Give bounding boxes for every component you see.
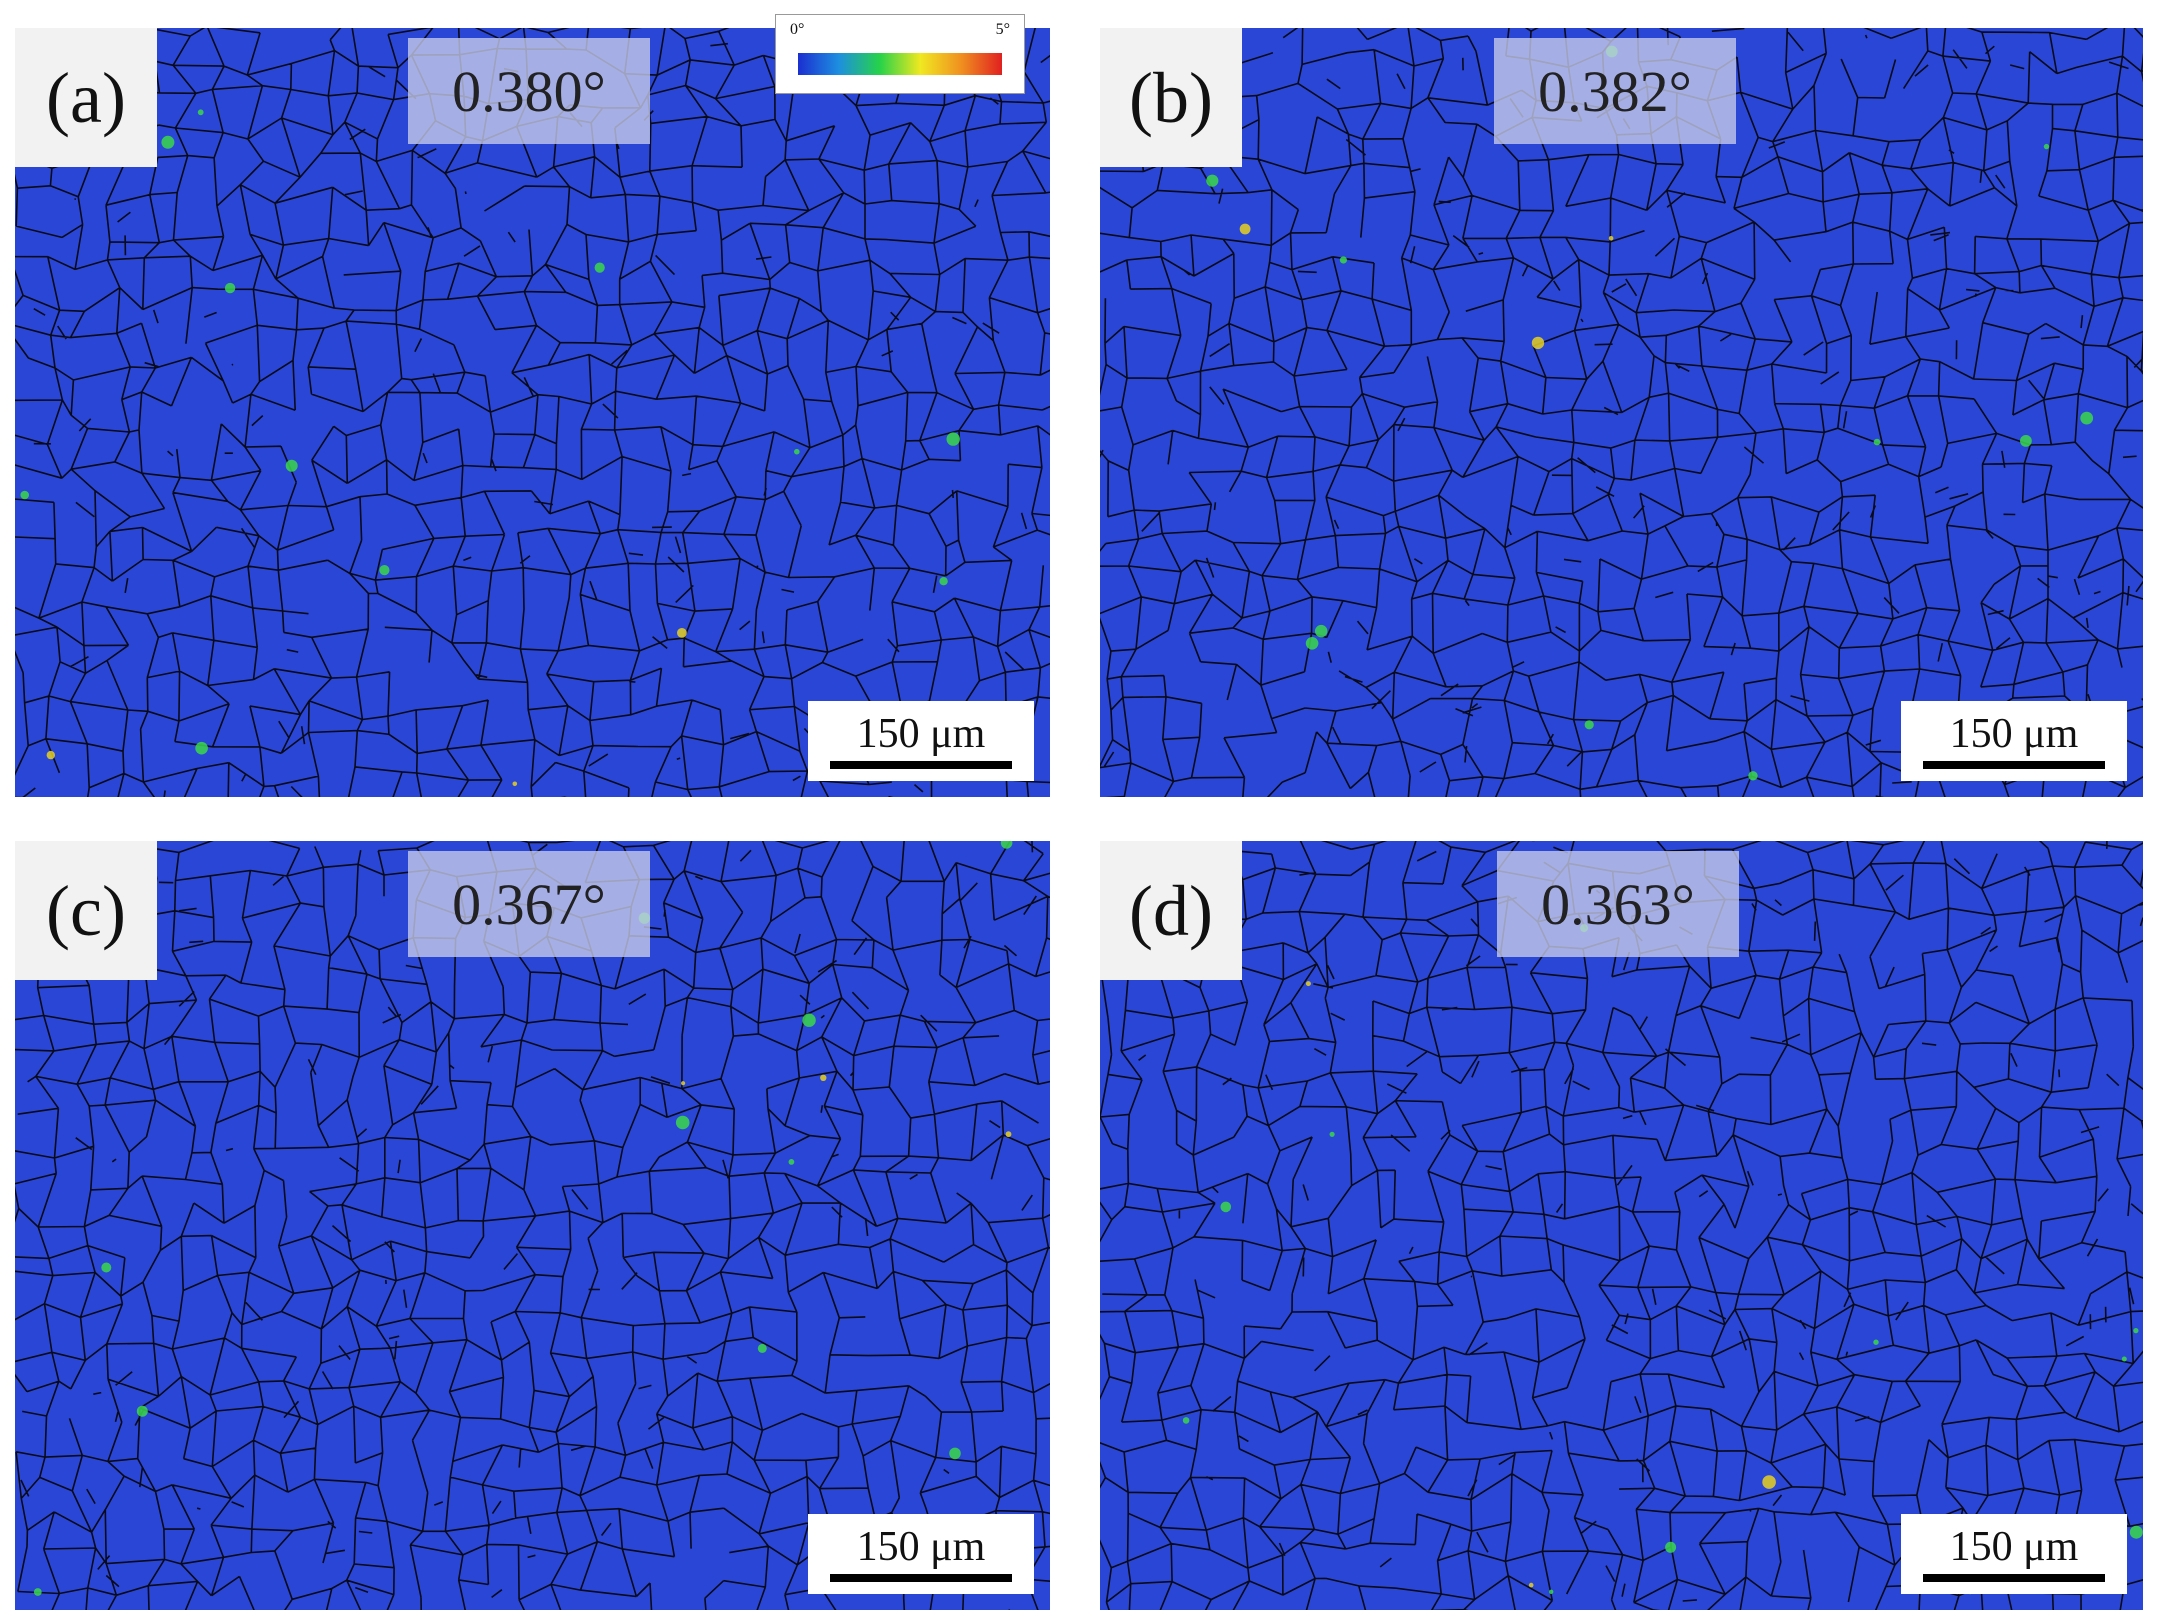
panel-d: (d) 0.363° 150 μm [1100,841,2143,1610]
grain-map-a [15,28,1050,797]
grain-map-c [15,841,1050,1610]
legend-max-label: 5° [995,21,1010,38]
angle-box: 0.380° [408,38,650,144]
panel-label: (a) [46,57,126,138]
panel-label-box: (a) [15,28,157,167]
panel-label-box: (d) [1100,841,1242,980]
angle-box: 0.367° [408,851,650,957]
panel-label-box: (b) [1100,28,1242,167]
scale-bar [1923,1574,2105,1582]
average-angle: 0.363° [1541,871,1695,937]
legend-min-label: 0° [790,21,805,38]
average-angle: 0.382° [1538,58,1692,124]
panel-label: (d) [1129,870,1213,951]
scale-bar-box: 150 μm [808,701,1034,781]
grain-map-d [1100,841,2143,1610]
scale-bar-box: 150 μm [1901,701,2127,781]
legend-color-ramp [798,53,1002,75]
scale-bar-label: 150 μm [856,711,986,757]
color-legend: 0° 5° [775,14,1025,94]
panel-b: (b) 0.382° 150 μm [1100,28,2143,797]
panel-label: (b) [1129,57,1213,138]
angle-box: 0.363° [1497,851,1739,957]
panel-label-box: (c) [15,841,157,980]
scale-bar-label: 150 μm [856,1524,986,1570]
average-angle: 0.367° [452,871,606,937]
scale-bar-box: 150 μm [808,1514,1034,1594]
panel-c: (c) 0.367° 150 μm [15,841,1050,1610]
angle-box: 0.382° [1494,38,1736,144]
scale-bar [830,1574,1012,1582]
panel-a: (a) 0.380° 150 μm [15,28,1050,797]
scale-bar-label: 150 μm [1949,1524,2079,1570]
scale-bar-box: 150 μm [1901,1514,2127,1594]
scale-bar-label: 150 μm [1949,711,2079,757]
average-angle: 0.380° [452,58,606,124]
scale-bar [1923,761,2105,769]
scale-bar [830,761,1012,769]
panel-label: (c) [46,870,126,951]
grain-map-b [1100,28,2143,797]
